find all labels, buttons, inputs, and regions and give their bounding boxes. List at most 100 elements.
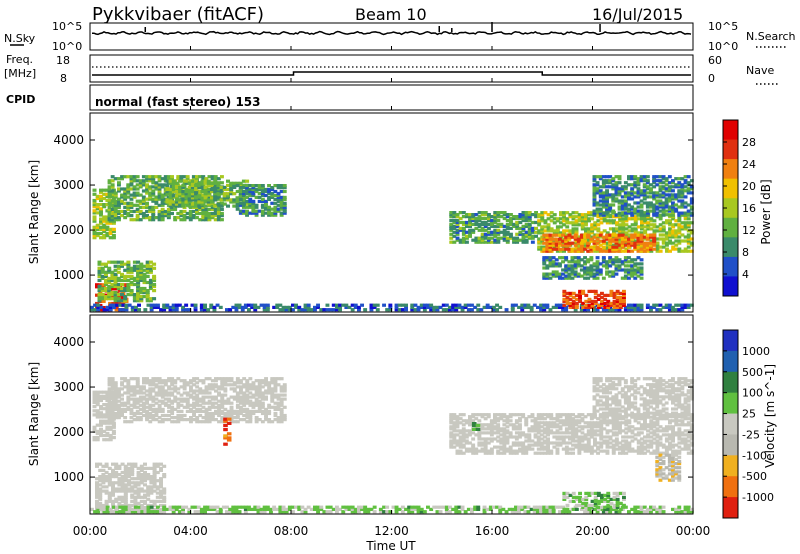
range-gate-cell — [239, 395, 243, 399]
range-gate-cell — [124, 303, 129, 307]
range-gate-cell — [185, 405, 190, 409]
range-gate-cell — [253, 308, 258, 312]
range-gate-cell — [276, 395, 281, 399]
range-gate-cell — [655, 213, 660, 217]
range-gate-cell — [521, 240, 526, 244]
range-gate-cell — [197, 181, 202, 185]
range-gate-cell — [596, 213, 601, 217]
range-gate-cell — [578, 299, 582, 303]
range-gate-cell — [254, 409, 259, 413]
range-gate-cell — [207, 216, 212, 220]
range-gate-cell — [460, 305, 465, 309]
range-gate-cell — [562, 211, 566, 215]
range-gate-cell — [667, 213, 672, 217]
noise-right-tick-bottom: 10^0 — [708, 40, 738, 53]
range-gate-cell — [561, 305, 565, 309]
range-gate-cell — [136, 291, 141, 295]
range-gate-cell — [159, 483, 163, 487]
range-gate-cell — [132, 195, 137, 199]
range-gate-cell — [474, 236, 479, 240]
range-gate-cell — [219, 198, 224, 202]
range-gate-cell — [680, 227, 685, 231]
range-gate-cell — [238, 191, 243, 196]
range-gate-cell — [645, 235, 650, 239]
range-gate-cell — [132, 179, 137, 183]
range-gate-cell — [652, 213, 657, 217]
range-gate-cell — [132, 191, 137, 195]
range-gate-cell — [160, 199, 165, 203]
range-gate-cell — [620, 237, 625, 241]
range-gate-cell — [114, 481, 119, 485]
range-gate-cell — [139, 278, 144, 282]
range-gate-cell — [141, 205, 146, 209]
range-gate-cell — [187, 200, 192, 204]
range-gate-cell — [151, 397, 156, 401]
range-gate-cell — [267, 184, 271, 188]
range-gate-cell — [306, 303, 311, 307]
range-gate-cell — [444, 308, 449, 312]
range-gate-cell — [251, 385, 256, 389]
range-gate-cell — [642, 249, 647, 253]
range-gate-cell — [213, 190, 218, 194]
range-gate-cell — [618, 299, 623, 303]
range-gate-cell — [642, 245, 647, 249]
range-gate-cell — [129, 393, 134, 397]
range-gate-cell — [108, 507, 113, 511]
range-gate-cell — [540, 235, 545, 239]
range-gate-cell — [605, 205, 609, 209]
range-gate-cell — [270, 191, 275, 196]
range-gate-cell — [454, 510, 459, 514]
range-gate-cell — [179, 218, 184, 222]
range-gate-cell — [505, 238, 510, 242]
range-gate-cell — [105, 411, 110, 415]
range-gate-cell — [558, 241, 562, 245]
range-gate-cell — [496, 240, 501, 244]
range-gate-cell — [152, 489, 157, 493]
range-gate-cell — [410, 505, 415, 509]
range-gate-cell — [615, 221, 619, 225]
range-gate-cell — [177, 505, 182, 509]
range-gate-cell — [432, 305, 437, 309]
range-gate-cell — [689, 205, 694, 209]
range-gate-cell — [574, 305, 579, 309]
range-gate-cell — [123, 385, 128, 389]
range-gate-cell — [174, 303, 179, 307]
range-gate-cell — [568, 231, 573, 235]
range-gate-cell — [642, 189, 647, 193]
range-gate-cell — [159, 308, 163, 312]
range-gate-cell — [192, 411, 196, 416]
range-gate-cell — [554, 264, 559, 268]
range-gate-cell — [665, 219, 669, 223]
range-gate-cell — [623, 191, 628, 195]
range-gate-cell — [576, 260, 581, 264]
range-gate-cell — [104, 462, 109, 466]
range-gate-cell — [231, 510, 236, 514]
range-gate-cell — [499, 236, 504, 240]
range-gate-cell — [121, 303, 126, 307]
range-gate-cell — [291, 303, 295, 307]
range-gate-cell — [570, 247, 575, 251]
range-gate-cell — [148, 218, 153, 222]
range-gate-cell — [181, 196, 186, 200]
range-gate-cell — [95, 194, 100, 198]
range-gate-cell — [502, 213, 507, 217]
range-gate-cell — [93, 303, 97, 307]
range-gate-cell — [664, 183, 669, 187]
range-gate-cell — [251, 393, 256, 397]
range-gate-cell — [154, 379, 159, 383]
range-gate-cell — [95, 196, 100, 201]
range-gate-cell — [630, 175, 635, 179]
range-gate-cell — [273, 189, 278, 194]
range-gate-cell — [593, 223, 598, 227]
range-gate-cell — [232, 416, 237, 420]
range-gate-cell — [590, 211, 595, 215]
range-gate-cell — [254, 209, 259, 213]
range-gate-cell — [477, 236, 482, 240]
range-gate-cell — [155, 462, 160, 466]
range-gate-cell — [665, 213, 669, 217]
noise-sky-trace — [92, 30, 692, 36]
range-gate-cell — [148, 197, 153, 201]
range-gate-cell — [564, 274, 569, 278]
range-gate-cell — [105, 421, 110, 425]
range-gate-cell — [107, 479, 112, 483]
